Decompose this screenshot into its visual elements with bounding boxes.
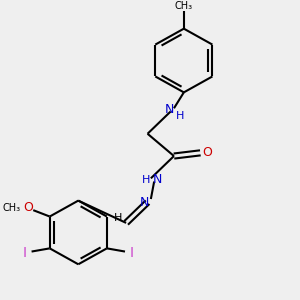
Text: O: O [23, 201, 33, 214]
Text: O: O [202, 146, 212, 159]
Text: N: N [153, 173, 162, 186]
Text: I: I [23, 246, 27, 260]
Text: H: H [114, 213, 122, 223]
Text: H: H [142, 175, 150, 185]
Text: CH₃: CH₃ [3, 203, 21, 213]
Text: N: N [140, 196, 149, 209]
Text: N: N [164, 103, 174, 116]
Text: CH₃: CH₃ [175, 2, 193, 11]
Text: I: I [130, 246, 134, 260]
Text: H: H [176, 111, 185, 121]
